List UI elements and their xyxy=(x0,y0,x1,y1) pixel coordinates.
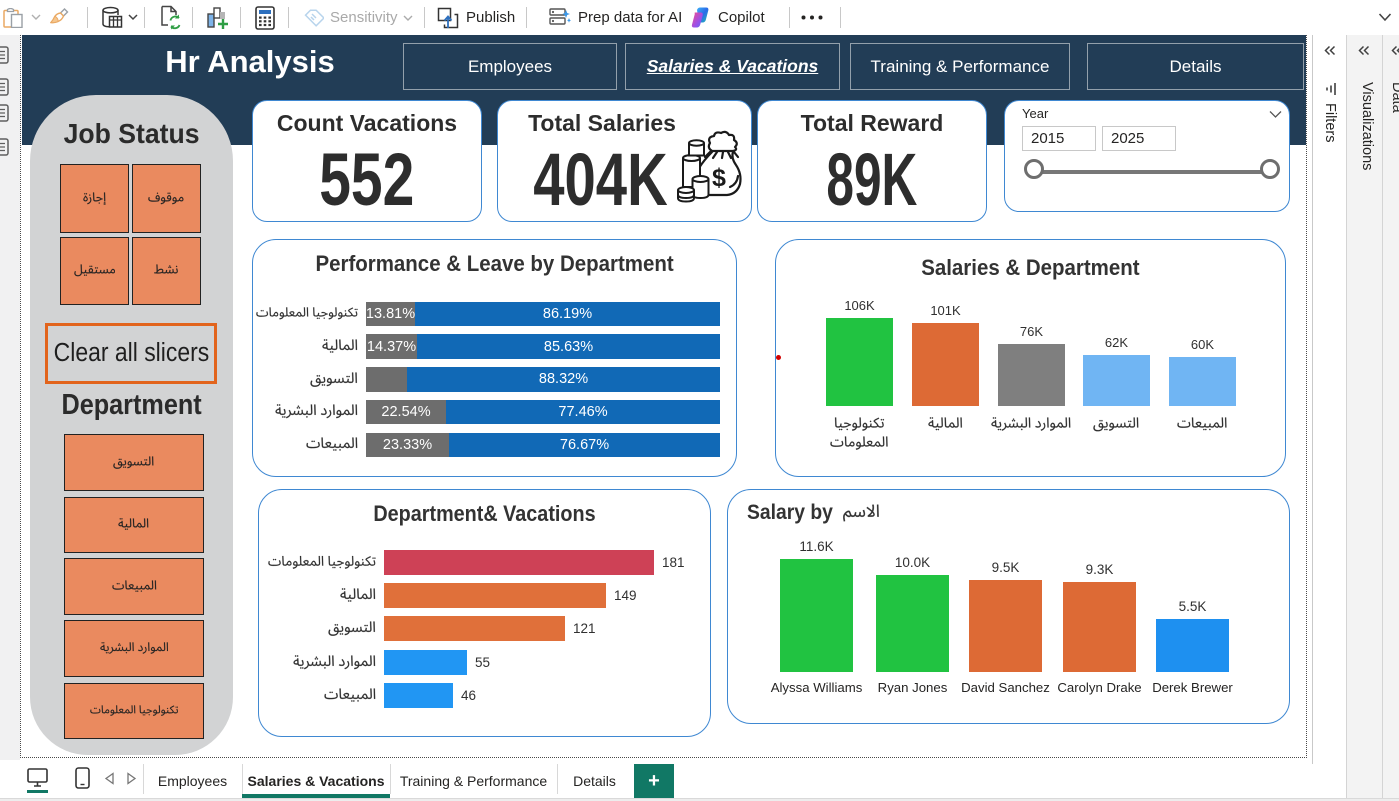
svg-text:$: $ xyxy=(712,164,726,192)
